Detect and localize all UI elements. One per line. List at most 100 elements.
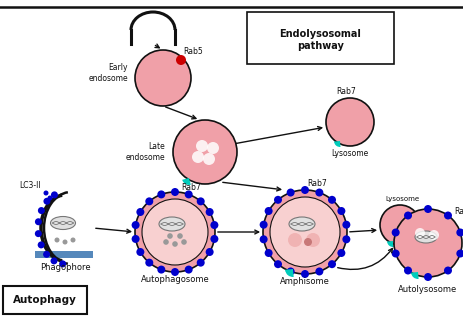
Circle shape (342, 235, 350, 243)
Circle shape (444, 266, 452, 275)
Text: Endolysosomal
pathway: Endolysosomal pathway (280, 29, 362, 51)
Circle shape (157, 266, 165, 274)
Circle shape (63, 240, 68, 244)
Circle shape (55, 238, 60, 242)
Text: LC3-II: LC3-II (19, 181, 41, 189)
Circle shape (210, 221, 219, 229)
Circle shape (287, 267, 294, 276)
Circle shape (172, 241, 178, 247)
Bar (35, 251, 93, 258)
Circle shape (301, 186, 309, 194)
Circle shape (38, 207, 45, 214)
Text: Autophagosome: Autophagosome (141, 276, 209, 285)
Circle shape (404, 211, 412, 219)
Circle shape (70, 238, 75, 242)
Circle shape (424, 273, 432, 281)
Circle shape (304, 238, 312, 246)
Circle shape (293, 217, 307, 231)
Circle shape (444, 211, 452, 219)
Wedge shape (334, 141, 340, 147)
Circle shape (210, 235, 219, 243)
Ellipse shape (415, 231, 437, 243)
Circle shape (163, 239, 169, 245)
Wedge shape (182, 178, 191, 185)
Circle shape (51, 191, 58, 198)
Circle shape (192, 151, 204, 163)
Circle shape (35, 218, 42, 225)
Circle shape (171, 188, 179, 196)
Circle shape (457, 249, 463, 257)
Text: Rab7: Rab7 (454, 206, 463, 216)
Text: Late
endosome: Late endosome (125, 142, 165, 162)
Text: Autophagy: Autophagy (13, 295, 77, 305)
Text: Autolysosome: Autolysosome (398, 285, 457, 293)
Circle shape (135, 192, 215, 272)
FancyBboxPatch shape (3, 286, 87, 314)
Circle shape (315, 267, 323, 276)
Circle shape (196, 140, 208, 152)
Circle shape (207, 142, 219, 154)
Text: Lysosome: Lysosome (385, 196, 419, 202)
Circle shape (429, 230, 439, 240)
Circle shape (315, 189, 323, 197)
Circle shape (424, 205, 432, 213)
FancyBboxPatch shape (247, 12, 394, 64)
Circle shape (415, 228, 425, 238)
Circle shape (185, 190, 193, 198)
Circle shape (404, 266, 412, 275)
Circle shape (306, 233, 320, 247)
Text: Lysosome: Lysosome (332, 150, 369, 159)
Circle shape (142, 199, 208, 265)
Circle shape (43, 251, 50, 258)
Circle shape (338, 207, 345, 215)
Ellipse shape (289, 217, 315, 231)
Circle shape (265, 207, 273, 215)
Circle shape (457, 228, 463, 236)
Circle shape (167, 233, 173, 239)
Ellipse shape (159, 217, 185, 231)
Circle shape (392, 228, 400, 236)
Circle shape (171, 268, 179, 276)
Circle shape (274, 196, 282, 204)
Circle shape (197, 259, 205, 267)
Ellipse shape (50, 217, 75, 229)
Circle shape (301, 270, 309, 278)
Wedge shape (285, 269, 294, 277)
Circle shape (260, 221, 268, 229)
Circle shape (270, 197, 340, 267)
Wedge shape (411, 272, 419, 279)
Circle shape (274, 260, 282, 268)
Circle shape (176, 55, 186, 65)
Circle shape (338, 249, 345, 257)
Text: Phagophore: Phagophore (40, 263, 90, 272)
Circle shape (203, 153, 215, 165)
Circle shape (145, 259, 153, 267)
Circle shape (181, 239, 187, 245)
Circle shape (392, 249, 400, 257)
Text: Early
endosome: Early endosome (88, 63, 128, 83)
Circle shape (206, 208, 213, 216)
Circle shape (131, 235, 140, 243)
Circle shape (145, 197, 153, 205)
Circle shape (263, 190, 347, 274)
Circle shape (380, 205, 420, 245)
Circle shape (265, 249, 273, 257)
Circle shape (137, 208, 144, 216)
Circle shape (326, 98, 374, 146)
Circle shape (137, 248, 144, 256)
Circle shape (135, 50, 191, 106)
Circle shape (173, 120, 237, 184)
Circle shape (131, 221, 140, 229)
Circle shape (260, 235, 268, 243)
Circle shape (35, 230, 42, 237)
Circle shape (342, 221, 350, 229)
Circle shape (185, 266, 193, 274)
Circle shape (197, 197, 205, 205)
Circle shape (328, 260, 336, 268)
Circle shape (59, 260, 66, 267)
Circle shape (394, 209, 462, 277)
Circle shape (287, 189, 294, 197)
Text: Rab7: Rab7 (181, 182, 201, 191)
Wedge shape (387, 241, 394, 247)
Circle shape (48, 196, 52, 201)
